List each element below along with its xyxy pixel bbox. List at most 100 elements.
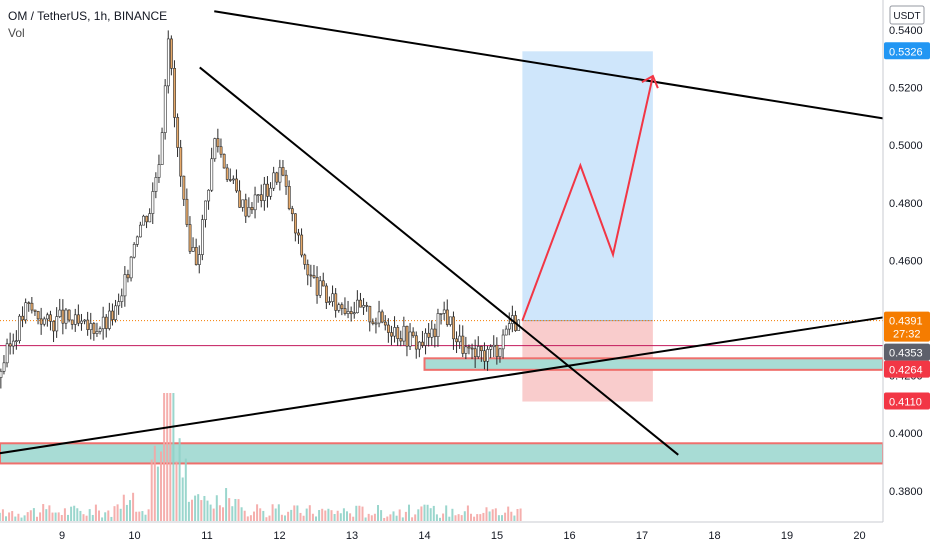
candle	[340, 302, 344, 316]
candle	[396, 325, 400, 346]
candle	[278, 159, 282, 191]
volume-bar	[203, 495, 206, 521]
candle-body	[402, 325, 406, 342]
volume-bar	[125, 504, 128, 521]
candle	[8, 332, 12, 355]
volume-bar	[516, 508, 519, 521]
candle	[2, 355, 6, 375]
candle-body	[86, 319, 90, 330]
volume-bar	[110, 516, 113, 521]
candle	[470, 343, 474, 360]
candle	[238, 180, 242, 208]
candle	[331, 285, 335, 307]
candle-body	[207, 189, 211, 202]
candle-body	[46, 314, 49, 320]
volume-bar	[491, 509, 494, 521]
candle	[467, 344, 471, 355]
candle	[266, 176, 269, 208]
volume-bar	[429, 508, 432, 521]
volume-bar	[497, 515, 500, 521]
volume-bar	[116, 504, 119, 521]
volume-bar	[253, 511, 255, 521]
volume-bar	[1, 509, 4, 521]
candle-body	[225, 167, 229, 180]
volume-bar	[94, 504, 97, 521]
volume-bar	[8, 512, 11, 521]
candle	[114, 299, 118, 323]
volume-bar	[404, 511, 407, 521]
candle	[411, 327, 415, 338]
candle	[67, 309, 71, 323]
level-red-price-tag-bg	[884, 360, 930, 378]
candle-body	[55, 316, 59, 332]
candle-body	[173, 68, 176, 118]
candle	[449, 316, 452, 327]
candle-body	[377, 311, 381, 324]
candle	[247, 197, 251, 218]
volume-bar	[5, 516, 7, 521]
volume-bar	[451, 508, 454, 521]
candle-body	[64, 309, 68, 324]
volume-bar	[187, 501, 190, 521]
candle-body	[449, 316, 452, 325]
volume-bar	[228, 498, 231, 521]
candle-body	[185, 198, 189, 225]
candle	[486, 345, 490, 371]
candle-body	[300, 234, 304, 256]
volume-bar	[215, 495, 218, 521]
candle-body	[278, 167, 282, 183]
volume-bar	[466, 505, 469, 521]
candle-body	[120, 295, 124, 302]
volume-bar	[234, 498, 237, 521]
candle	[507, 312, 511, 336]
candle	[439, 313, 443, 325]
candle	[498, 347, 502, 363]
volume-bar	[367, 513, 370, 521]
candle-body	[111, 310, 114, 320]
candle	[250, 202, 254, 214]
candle	[461, 325, 465, 358]
volume-bar	[54, 512, 57, 521]
candle-body	[321, 280, 325, 287]
candle	[405, 325, 409, 357]
volume-bar	[48, 505, 51, 521]
volume-bar	[26, 512, 29, 521]
candle	[232, 175, 235, 185]
volume-bar	[119, 508, 122, 521]
volume-bar	[141, 511, 144, 521]
candle	[489, 344, 493, 359]
volume-bar	[197, 494, 200, 521]
candle	[368, 305, 372, 332]
candle	[42, 316, 46, 327]
candle	[374, 317, 378, 334]
volume-bar	[457, 514, 460, 521]
candle-body	[452, 316, 455, 340]
volume-bar	[377, 505, 379, 521]
volume-bar	[237, 499, 240, 521]
candle-body	[148, 213, 152, 223]
candle-body	[238, 190, 242, 208]
candle-body	[30, 302, 34, 311]
candle	[442, 301, 446, 321]
candle	[272, 166, 276, 191]
candle-body	[393, 327, 397, 337]
volume-bar	[488, 511, 491, 521]
volume-bar	[470, 513, 472, 521]
candle-body	[27, 302, 31, 305]
candle	[433, 323, 437, 348]
volume-bar	[342, 508, 345, 521]
candle-body	[337, 304, 341, 311]
volume-bar	[132, 492, 135, 521]
candle-body	[408, 331, 412, 347]
candle	[287, 180, 291, 211]
volume-bar	[218, 505, 221, 521]
candle-body	[83, 319, 87, 322]
candle	[343, 297, 347, 316]
volume-bar	[39, 512, 42, 521]
volume-bar	[271, 504, 274, 521]
candle	[424, 328, 428, 355]
candles	[0, 30, 521, 389]
level-price-tag: 0.4353	[889, 348, 923, 360]
